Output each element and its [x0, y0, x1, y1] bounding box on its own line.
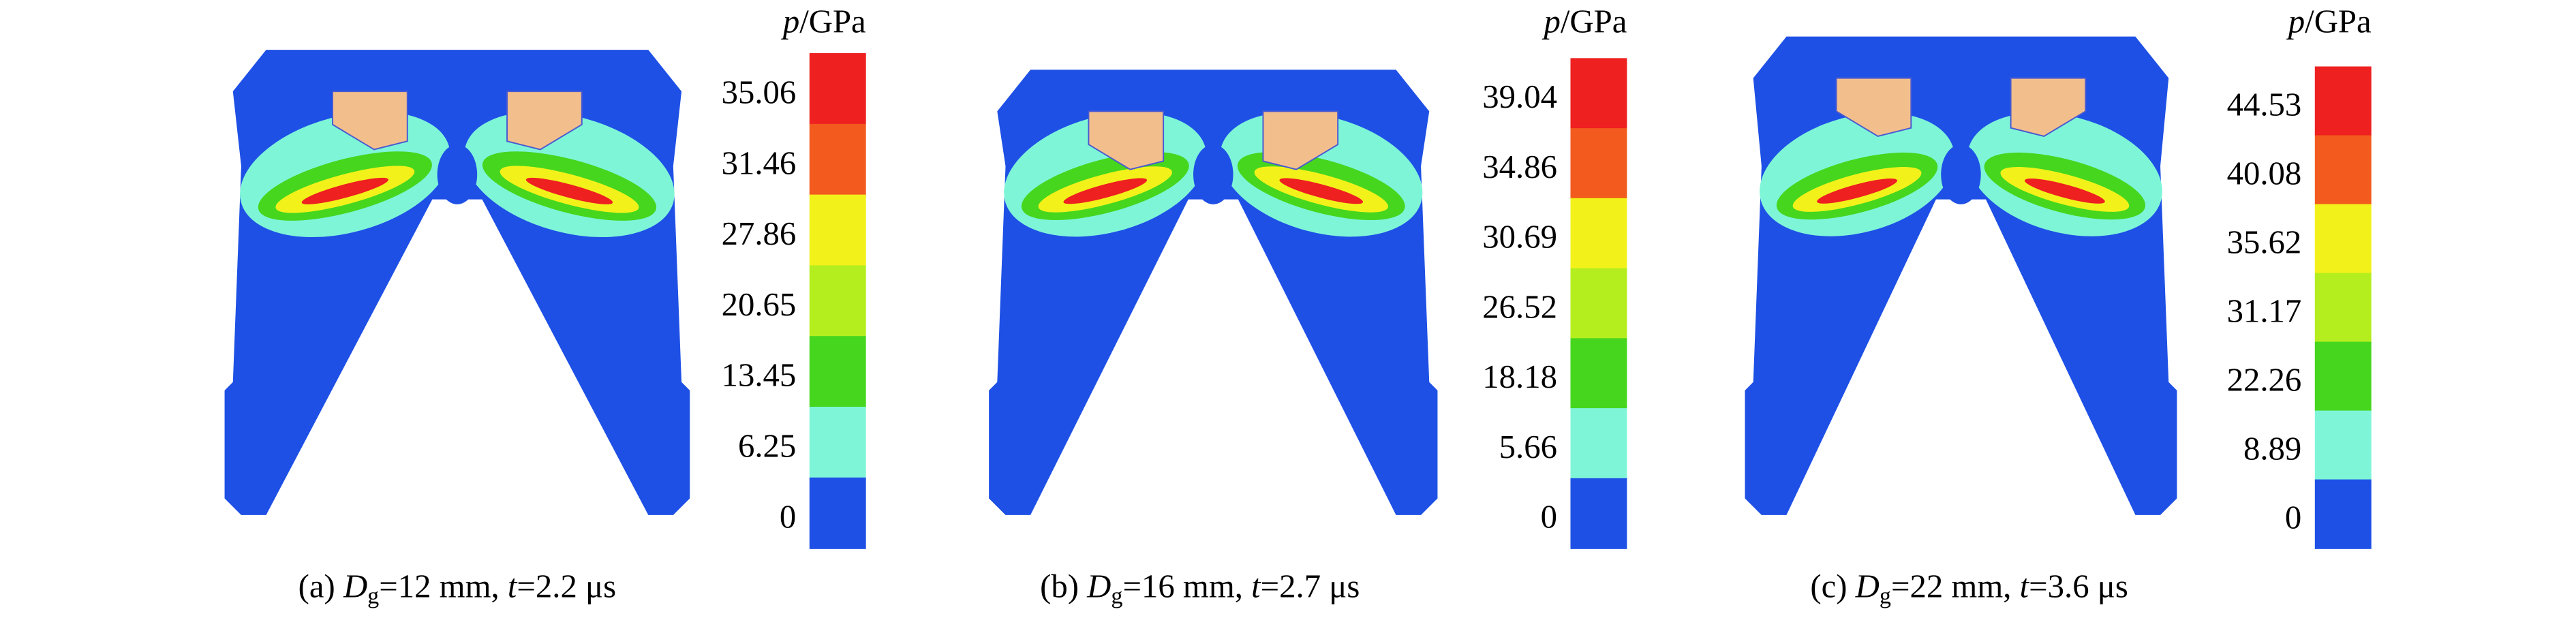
colorbar-label: 0 [2285, 499, 2301, 536]
caption-text: =3.6 μs [2029, 568, 2128, 605]
colorbar-label: 40.08 [2227, 155, 2302, 191]
colorbar-segment [809, 265, 866, 337]
colorbar-label: 35.62 [2227, 223, 2302, 260]
colorbar-segment [2314, 273, 2372, 343]
caption: (a) Dg=12 mm, t=2.2 μs [298, 568, 617, 609]
colorbar-label: 20.65 [722, 286, 797, 323]
colorbar-label: 39.04 [1482, 78, 1557, 115]
colorbar-segment [2314, 135, 2372, 205]
caption-text: =2.7 μs [1261, 568, 1360, 605]
caption-label: (a) [298, 568, 343, 605]
colorbar-label: 27.86 [722, 215, 797, 252]
colorbar-segment [809, 336, 866, 408]
caption-text: =12 mm, [379, 568, 508, 605]
caption-time-symbol: t [508, 568, 518, 605]
colorbar-label: 18.18 [1482, 358, 1557, 395]
colorbar-segment [2314, 204, 2372, 274]
caption: (b) Dg=16 mm, t=2.7 μs [1040, 568, 1360, 609]
stress-zone [525, 177, 613, 204]
colorbar-segment [1570, 128, 1627, 200]
caption-subscript: g [1880, 584, 1891, 609]
colorbar-label: 30.69 [1482, 219, 1557, 256]
colorbar-segment [1570, 408, 1627, 480]
colorbar-label: 6.25 [738, 427, 796, 464]
unit-text: /GPa [1561, 3, 1627, 40]
caption-time-symbol: t [2020, 568, 2030, 605]
colorbar-label: 8.89 [2243, 430, 2301, 467]
panel: 35.06 31.46 27.86 20.65 13.45 6.25 0 p/GPa (a) D… [224, 3, 866, 609]
colorbar-segment [809, 194, 866, 266]
colorbar-label: 35.06 [722, 74, 797, 110]
colorbar-segment [809, 407, 866, 479]
liner [506, 91, 583, 151]
unit-label: p/GPa [781, 3, 866, 40]
caption-time-symbol: t [1251, 568, 1261, 605]
colorbar-label: 31.17 [2227, 292, 2302, 329]
colorbar-segment [809, 477, 866, 549]
stress-zone [301, 177, 388, 204]
colorbar-segment [2314, 341, 2372, 412]
caption-text: =22 mm, [1891, 568, 2020, 605]
colorbar-segment [2314, 66, 2372, 136]
colorbar-label: 34.86 [1482, 149, 1557, 185]
colorbar-segment [2314, 479, 2372, 549]
colorbar-label: 31.46 [722, 144, 797, 181]
stress-zone [1817, 179, 1898, 204]
colorbar-label: 0 [1541, 499, 1557, 536]
caption-label: (b) [1040, 568, 1087, 605]
caption-text: =2.2 μs [517, 568, 616, 605]
caption-subscript: g [1111, 584, 1122, 609]
caption-symbol: D [1855, 568, 1880, 605]
caption-subscript: g [367, 584, 379, 609]
colorbar-label: 5.66 [1499, 429, 1557, 465]
colorbar-label: 13.45 [722, 357, 797, 394]
colorbar-segment [1570, 58, 1627, 129]
colorbar-segment [1570, 478, 1627, 549]
stress-zone [2024, 179, 2105, 204]
liner [2010, 77, 2087, 137]
unit-label: p/GPa [2286, 3, 2372, 40]
liner [1262, 110, 1339, 170]
caption-label: (c) [1810, 568, 1855, 605]
caption-symbol: D [1086, 568, 1111, 605]
stress-zone [1279, 178, 1364, 204]
liner [1088, 110, 1165, 170]
stress-zone [1063, 178, 1148, 204]
colorbar-label: 0 [780, 498, 796, 535]
unit-text: /GPa [2305, 3, 2372, 40]
colorbar-segment [1570, 338, 1627, 410]
caption-symbol: D [343, 568, 367, 605]
colorbar-segment [2314, 410, 2372, 480]
caption-text: =16 mm, [1122, 568, 1251, 605]
liner [1835, 77, 1912, 137]
caption: (c) Dg=22 mm, t=3.6 μs [1810, 568, 2128, 609]
colorbar-label: 44.53 [2227, 86, 2302, 123]
unit-label: p/GPa [1542, 3, 1627, 40]
colorbar-segment [809, 123, 866, 196]
liner [332, 91, 408, 151]
colorbar-label: 22.26 [2227, 361, 2302, 398]
colorbar-label: 26.52 [1482, 288, 1557, 325]
colorbar-segment [1570, 198, 1627, 269]
unit-symbol: p [2286, 3, 2305, 40]
panel: 39.04 34.86 30.69 26.52 18.18 5.66 0 p/GPa (b) D… [989, 3, 1627, 609]
jet-core [1193, 144, 1233, 204]
unit-symbol: p [1542, 3, 1561, 40]
unit-text: /GPa [799, 3, 866, 40]
jet-core [437, 144, 478, 204]
jet-core [1941, 144, 1981, 204]
panel: 44.53 40.08 35.62 31.17 22.26 8.89 0 p/GPa (c) D… [1745, 3, 2372, 609]
unit-symbol: p [781, 3, 799, 40]
colorbar-segment [809, 53, 866, 125]
colorbar-segment [1570, 268, 1627, 339]
